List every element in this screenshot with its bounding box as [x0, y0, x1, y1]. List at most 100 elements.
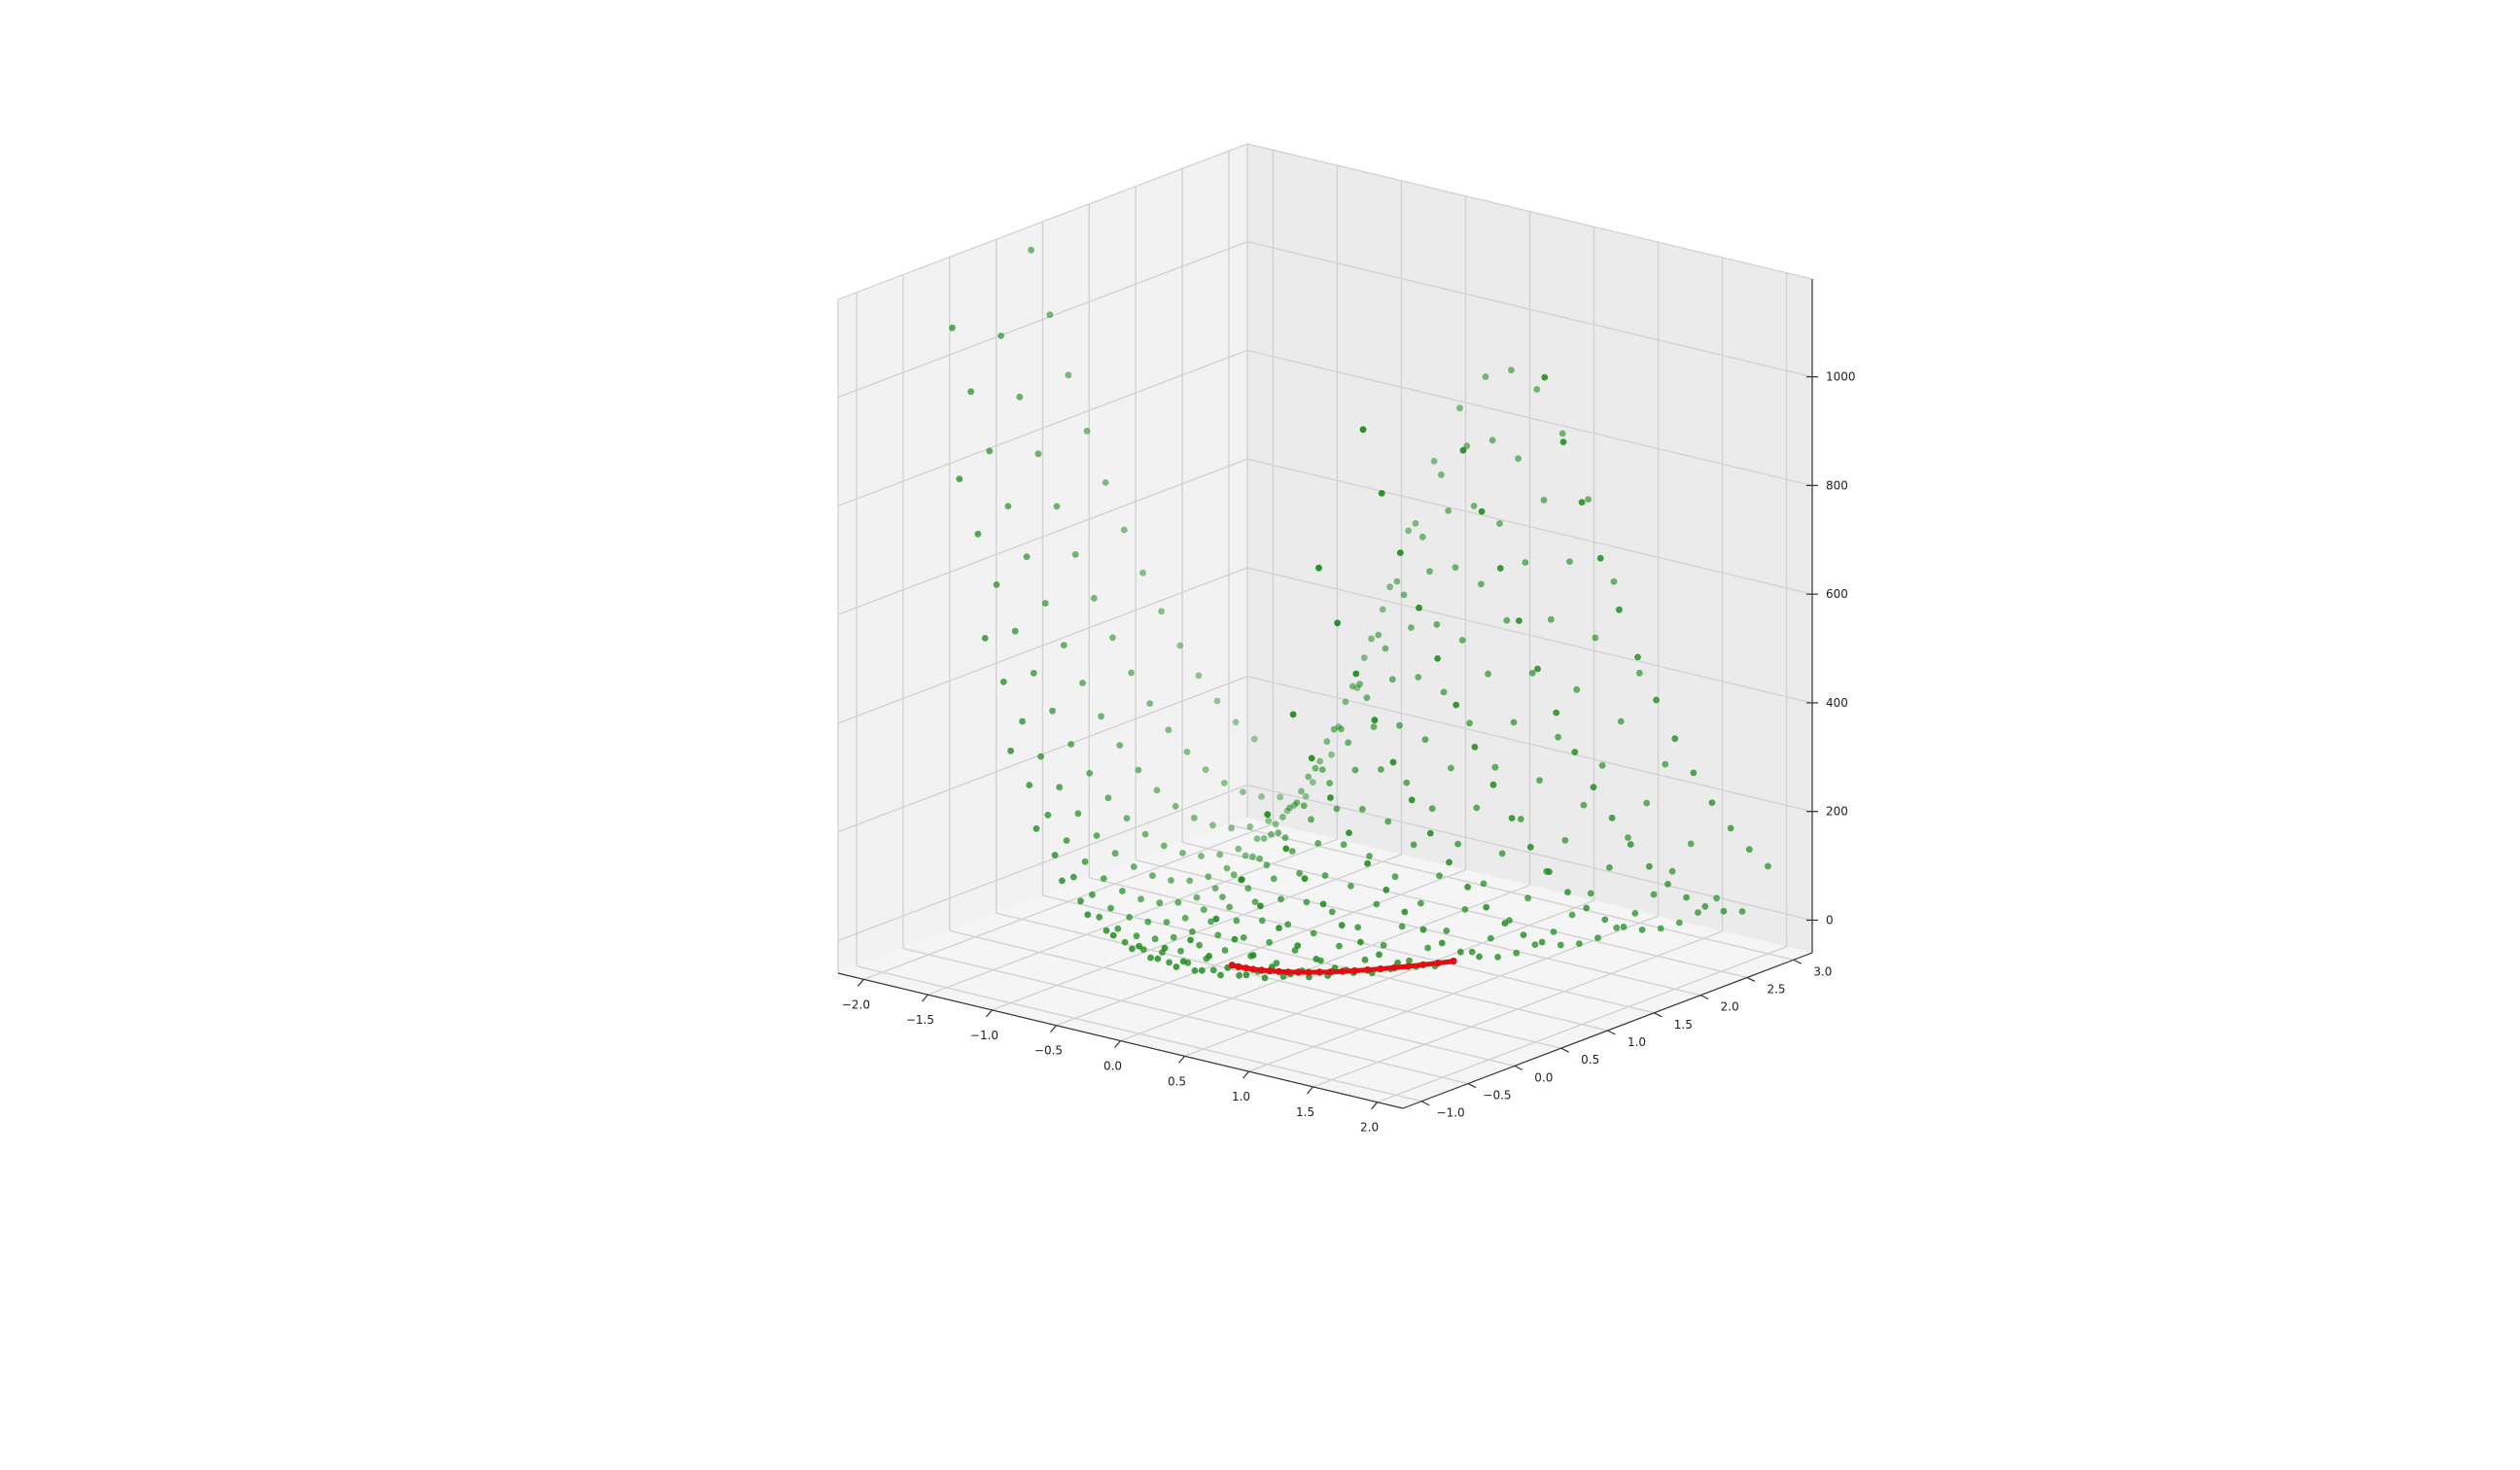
y-tick-label: −0.5 [1483, 1089, 1511, 1102]
surface-point [981, 635, 989, 642]
surface-point [1183, 749, 1191, 755]
surface-point [1079, 680, 1086, 686]
y-tick [1607, 1030, 1616, 1035]
surface-point [1272, 821, 1279, 828]
y-tick [1654, 1012, 1662, 1018]
x-tick-label: 0.0 [1103, 1060, 1122, 1073]
surface-point [1209, 966, 1217, 974]
surface-point [1566, 558, 1573, 565]
surface-point [1289, 711, 1297, 718]
surface-point [1219, 893, 1226, 900]
grid-z-ywall [1246, 567, 1813, 704]
surface-point [1606, 864, 1613, 871]
surface-point [1316, 757, 1323, 765]
surface-point [1687, 840, 1695, 848]
surface-point [1270, 875, 1278, 883]
z-tick-label: 1000 [1826, 370, 1856, 384]
surface-point [1230, 871, 1238, 879]
surface-point [1650, 891, 1658, 898]
surface-point [1375, 631, 1382, 639]
surface-point [1348, 682, 1356, 690]
surface-point [1368, 635, 1375, 643]
surface-point [1378, 490, 1385, 497]
surface-point [1053, 503, 1061, 510]
y-tick-label: 2.5 [1767, 983, 1785, 997]
surface-point [1165, 726, 1172, 734]
surface-point [1391, 873, 1399, 881]
surface-point [1662, 760, 1669, 768]
descent-path-point [1284, 968, 1292, 976]
surface-point [1464, 883, 1471, 891]
surface-point [1141, 830, 1149, 838]
surface-point [1065, 371, 1072, 379]
x-tick [1307, 1086, 1314, 1095]
surface-point [1456, 948, 1464, 956]
y-tick-label: 3.0 [1813, 964, 1832, 978]
surface-point [1303, 898, 1311, 906]
surface-point [1416, 604, 1422, 612]
surface-point [1301, 875, 1309, 883]
surface-point [1156, 899, 1164, 907]
surface-point [1154, 955, 1162, 962]
descent-path-point [1315, 968, 1323, 976]
surface-point [1480, 880, 1488, 888]
y-tick [1560, 1047, 1569, 1053]
grid-y-floor [1228, 823, 1795, 961]
surface-point [1510, 718, 1518, 726]
surface-point [1538, 938, 1546, 946]
surface-point [1393, 578, 1401, 585]
x-tick [1050, 1025, 1057, 1033]
grid-y-floor [1042, 894, 1608, 1032]
surface-point [1016, 393, 1024, 401]
surface-point [1643, 799, 1651, 807]
surface-point [1338, 922, 1346, 929]
surface-point [1433, 620, 1441, 628]
surface-point [1281, 834, 1289, 841]
surface-point [1327, 794, 1334, 801]
surface-point [1620, 924, 1628, 930]
surface-point [1286, 804, 1293, 812]
surface-point [1023, 553, 1031, 561]
surface-point [1030, 670, 1037, 677]
surface-point [974, 530, 982, 538]
grid-y-floor [902, 947, 1469, 1085]
surface-point [1041, 600, 1049, 607]
x-tick [1114, 1040, 1121, 1048]
surface-point [967, 388, 974, 396]
surface-point [1598, 761, 1606, 769]
surface-point [1129, 945, 1136, 953]
surface-point [1555, 733, 1561, 741]
surface-point [1242, 852, 1249, 859]
grid-z-xwall [837, 567, 1248, 724]
surface-point [1096, 913, 1103, 921]
surface-point [1216, 851, 1224, 858]
surface-point [1406, 957, 1413, 964]
surface-point [1019, 718, 1026, 725]
surface-point [1371, 717, 1379, 724]
surface-point [1458, 637, 1466, 644]
surface-point [1139, 569, 1146, 577]
surface-point [1296, 869, 1303, 877]
surface-point [1276, 925, 1282, 931]
surface-point [1440, 688, 1448, 696]
surface-point [1044, 811, 1052, 819]
surface-point [1421, 736, 1429, 744]
surface-point [1089, 891, 1096, 898]
surface-point [1443, 928, 1451, 934]
y-tick-label: 0.0 [1534, 1070, 1553, 1084]
surface-point [1093, 832, 1101, 839]
surface-point [1571, 749, 1579, 755]
surface-point [1701, 903, 1709, 910]
surface-point [1149, 872, 1156, 880]
surface-point [1147, 954, 1154, 962]
grid-z-ywall [1246, 349, 1813, 487]
surface-point [1520, 931, 1527, 938]
surface-point [1561, 837, 1569, 844]
surface-point [1312, 764, 1319, 772]
surface-point [1489, 781, 1497, 788]
surface-point [1463, 442, 1471, 450]
surface-point [1312, 956, 1320, 962]
x-tick-label: −0.5 [1034, 1044, 1063, 1058]
surface-point [1068, 741, 1074, 748]
surface-point [1231, 935, 1239, 943]
